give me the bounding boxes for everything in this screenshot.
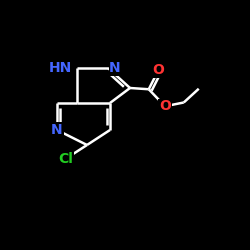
Text: HN: HN [49, 61, 72, 75]
Text: O: O [159, 99, 171, 113]
Text: N: N [51, 123, 63, 137]
Text: Cl: Cl [58, 152, 73, 166]
Text: O: O [152, 64, 164, 78]
Text: N: N [109, 61, 121, 75]
